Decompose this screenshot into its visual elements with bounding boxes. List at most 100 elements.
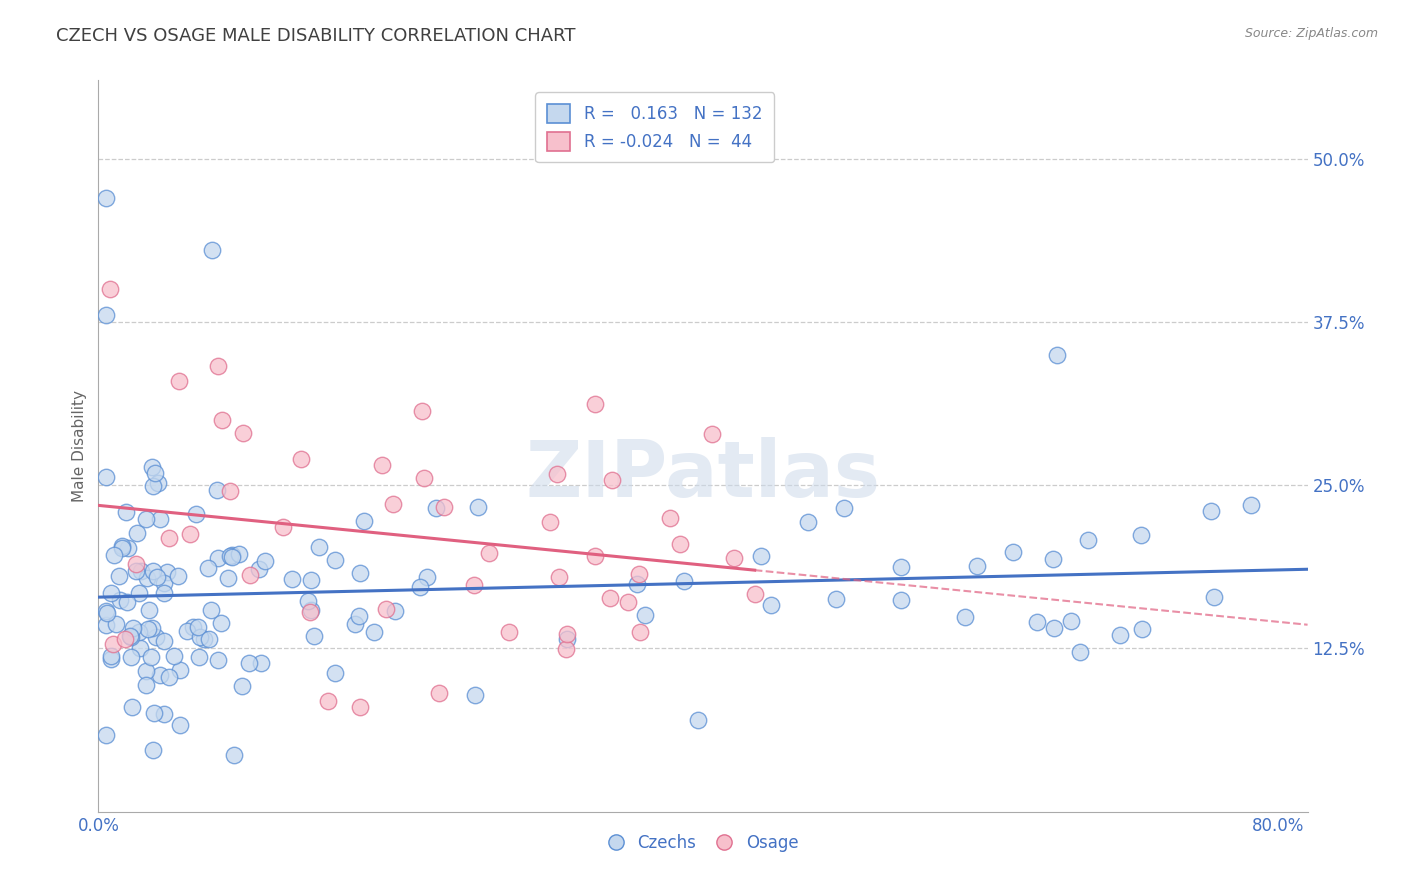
- Point: [167, 569, 190, 583]
- Point: [409, 580, 432, 594]
- Point: [555, 627, 578, 641]
- Point: [538, 515, 561, 529]
- Point: [209, 615, 232, 630]
- Point: [188, 630, 211, 644]
- Point: [250, 657, 273, 671]
- Point: [135, 512, 157, 526]
- Point: [120, 650, 142, 665]
- Point: [375, 602, 398, 616]
- Point: [100, 648, 122, 663]
- Point: [1042, 552, 1064, 566]
- Point: [616, 595, 638, 609]
- Point: [280, 572, 302, 586]
- Point: [186, 507, 208, 521]
- Point: [207, 359, 229, 373]
- Point: [200, 603, 222, 617]
- Point: [427, 686, 450, 700]
- Point: [142, 479, 165, 493]
- Point: [176, 624, 198, 638]
- Point: [94, 309, 117, 323]
- Point: [231, 679, 253, 693]
- Point: [128, 624, 150, 639]
- Point: [118, 629, 141, 643]
- Point: [94, 618, 117, 632]
- Point: [463, 578, 485, 592]
- Point: [156, 565, 179, 579]
- Point: [121, 699, 143, 714]
- Point: [759, 598, 782, 612]
- Point: [627, 567, 650, 582]
- Point: [700, 426, 723, 441]
- Point: [254, 554, 277, 568]
- Text: CZECH VS OSAGE MALE DISABILITY CORRELATION CHART: CZECH VS OSAGE MALE DISABILITY CORRELATI…: [56, 27, 575, 45]
- Point: [602, 473, 624, 487]
- Point: [153, 706, 176, 721]
- Point: [349, 700, 371, 714]
- Point: [187, 620, 209, 634]
- Point: [96, 606, 118, 620]
- Point: [153, 576, 176, 591]
- Point: [749, 549, 772, 563]
- Point: [193, 632, 215, 646]
- Point: [198, 632, 221, 647]
- Point: [363, 625, 385, 640]
- Point: [219, 549, 242, 564]
- Point: [1130, 622, 1153, 636]
- Point: [111, 541, 134, 555]
- Point: [103, 549, 125, 563]
- Point: [169, 663, 191, 677]
- Point: [546, 467, 568, 481]
- Point: [433, 500, 456, 514]
- Point: [688, 714, 710, 728]
- Point: [824, 591, 846, 606]
- Point: [169, 718, 191, 732]
- Point: [139, 650, 162, 665]
- Point: [149, 511, 172, 525]
- Point: [128, 586, 150, 600]
- Point: [135, 678, 157, 692]
- Point: [124, 564, 146, 578]
- Point: [122, 622, 145, 636]
- Point: [146, 569, 169, 583]
- Point: [1002, 545, 1025, 559]
- Point: [744, 587, 766, 601]
- Point: [94, 470, 117, 484]
- Point: [108, 593, 131, 607]
- Y-axis label: Male Disability: Male Disability: [72, 390, 87, 502]
- Point: [232, 425, 254, 440]
- Point: [299, 605, 322, 619]
- Point: [467, 500, 489, 515]
- Point: [1077, 533, 1099, 548]
- Legend: Czechs, Osage: Czechs, Osage: [600, 827, 806, 858]
- Point: [1046, 348, 1069, 362]
- Point: [347, 609, 370, 624]
- Text: Source: ZipAtlas.com: Source: ZipAtlas.com: [1244, 27, 1378, 40]
- Point: [181, 619, 204, 633]
- Point: [228, 547, 250, 561]
- Point: [129, 564, 152, 578]
- Point: [384, 604, 406, 618]
- Point: [411, 404, 433, 418]
- Point: [371, 458, 394, 472]
- Point: [115, 594, 138, 608]
- Point: [723, 550, 745, 565]
- Point: [143, 466, 166, 480]
- Point: [157, 531, 180, 545]
- Point: [141, 459, 163, 474]
- Point: [207, 653, 229, 667]
- Point: [207, 551, 229, 566]
- Point: [128, 641, 150, 656]
- Point: [316, 694, 339, 708]
- Point: [201, 243, 224, 257]
- Point: [157, 670, 180, 684]
- Point: [94, 604, 117, 618]
- Point: [416, 570, 439, 584]
- Point: [673, 574, 696, 588]
- Point: [188, 649, 211, 664]
- Point: [797, 515, 820, 529]
- Point: [344, 616, 367, 631]
- Point: [136, 622, 159, 636]
- Point: [162, 649, 184, 664]
- Point: [1069, 644, 1091, 658]
- Point: [1202, 590, 1225, 604]
